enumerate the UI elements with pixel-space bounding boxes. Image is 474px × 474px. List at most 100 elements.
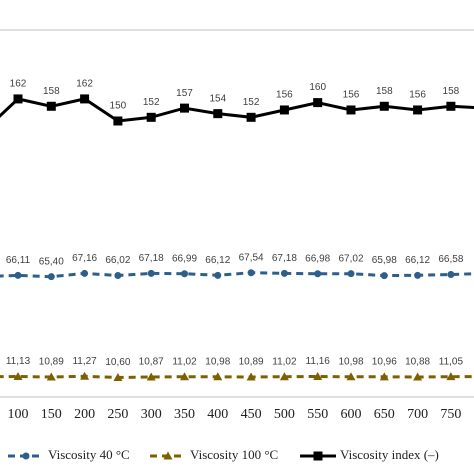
value-label: 67,18 xyxy=(139,253,164,264)
value-label: 10,89 xyxy=(39,357,64,368)
data-point xyxy=(447,270,455,278)
legend-marker xyxy=(22,452,30,460)
value-label: 11,05 xyxy=(439,356,464,367)
value-label: 10,89 xyxy=(239,357,264,368)
data-point xyxy=(246,112,256,122)
data-point xyxy=(180,103,189,113)
data-point xyxy=(114,272,122,280)
data-point xyxy=(347,270,355,278)
data-point xyxy=(113,116,123,126)
value-label: 10,87 xyxy=(139,357,164,368)
x-tick-label: 350 xyxy=(174,407,195,422)
data-point xyxy=(180,372,189,381)
data-point xyxy=(414,271,422,279)
value-label: 66,99 xyxy=(172,253,197,264)
data-point xyxy=(214,271,222,279)
value-label: 10,88 xyxy=(405,357,430,368)
value-label: 67,18 xyxy=(272,253,297,264)
value-label: 152 xyxy=(143,97,160,108)
x-tick-label: 250 xyxy=(107,407,128,422)
data-point xyxy=(247,269,255,277)
value-label: 67,02 xyxy=(338,253,363,264)
value-label: 156 xyxy=(343,90,360,101)
x-tick-label: 600 xyxy=(341,407,362,422)
data-point xyxy=(446,101,456,111)
legend-label: Viscosity 40 °C xyxy=(48,447,130,462)
data-point xyxy=(279,372,289,381)
x-tick-label: 200 xyxy=(74,407,95,422)
data-point xyxy=(346,372,356,381)
data-point xyxy=(46,372,56,381)
value-label: 154 xyxy=(209,93,226,104)
legend-label: Viscosity 100 °C xyxy=(190,447,278,462)
data-point xyxy=(279,105,289,115)
data-point xyxy=(113,372,123,381)
data-point xyxy=(146,372,156,381)
value-label: 150 xyxy=(110,101,127,112)
data-point xyxy=(14,271,22,279)
data-point xyxy=(81,269,89,277)
data-point xyxy=(181,270,188,278)
data-point xyxy=(313,371,323,380)
value-label: 66,12 xyxy=(205,255,230,266)
value-label: 10,96 xyxy=(372,356,397,367)
data-point xyxy=(280,269,288,277)
value-label: 156 xyxy=(276,90,293,101)
x-tick-label: 450 xyxy=(241,407,262,422)
data-point xyxy=(379,101,389,111)
series-line xyxy=(0,271,474,279)
value-label: 66,11 xyxy=(6,255,31,266)
x-tick-label: 300 xyxy=(141,407,162,422)
x-tick-label: 650 xyxy=(374,407,395,422)
x-tick-label: 500 xyxy=(274,407,295,422)
value-label: 65,98 xyxy=(372,255,397,266)
value-label: 10,98 xyxy=(338,356,363,367)
x-tick-label: 550 xyxy=(307,407,328,422)
x-tick-label: 150 xyxy=(41,407,62,422)
data-point xyxy=(213,109,223,119)
value-label: 11,27 xyxy=(72,356,97,367)
value-label: 65,40 xyxy=(39,256,64,267)
legend-marker xyxy=(163,451,173,460)
value-label: 152 xyxy=(243,97,260,108)
value-label: 10,60 xyxy=(105,357,130,368)
data-point xyxy=(13,94,23,104)
data-point xyxy=(379,372,389,381)
value-label: 66,12 xyxy=(405,255,430,266)
value-label: 157 xyxy=(176,88,193,99)
value-label: 67,16 xyxy=(72,253,97,264)
value-label: 66,58 xyxy=(438,254,463,265)
x-tick-label: 700 xyxy=(407,407,428,422)
value-label: 160 xyxy=(309,82,326,93)
data-point xyxy=(346,105,356,115)
value-label: 66,02 xyxy=(105,255,130,266)
series-line xyxy=(0,374,474,380)
value-label: 66,98 xyxy=(305,253,330,264)
value-label: 11,02 xyxy=(172,356,197,367)
legend-marker xyxy=(313,451,323,461)
value-label: 67,54 xyxy=(239,252,264,263)
data-point xyxy=(13,372,23,381)
data-point xyxy=(413,105,423,115)
value-label: 11,16 xyxy=(306,356,331,367)
data-point xyxy=(47,273,55,281)
data-point xyxy=(446,372,456,381)
data-point xyxy=(80,371,90,380)
data-point xyxy=(147,269,155,277)
data-point xyxy=(314,270,322,278)
value-label: 158 xyxy=(43,86,60,97)
x-tick-label: 100 xyxy=(8,407,29,422)
data-point xyxy=(80,94,90,104)
value-label: 158 xyxy=(443,86,460,97)
data-point xyxy=(413,372,423,381)
value-label: 11,02 xyxy=(272,356,297,367)
data-point xyxy=(313,98,323,108)
value-label: 162 xyxy=(10,79,27,90)
x-tick-label: 400 xyxy=(207,407,228,422)
value-label: 156 xyxy=(409,90,426,101)
data-point xyxy=(380,272,388,280)
legend-label: Viscosity index (–) xyxy=(340,447,439,462)
data-point xyxy=(246,372,256,381)
x-tick-label: 750 xyxy=(440,407,461,422)
data-point xyxy=(46,101,56,111)
